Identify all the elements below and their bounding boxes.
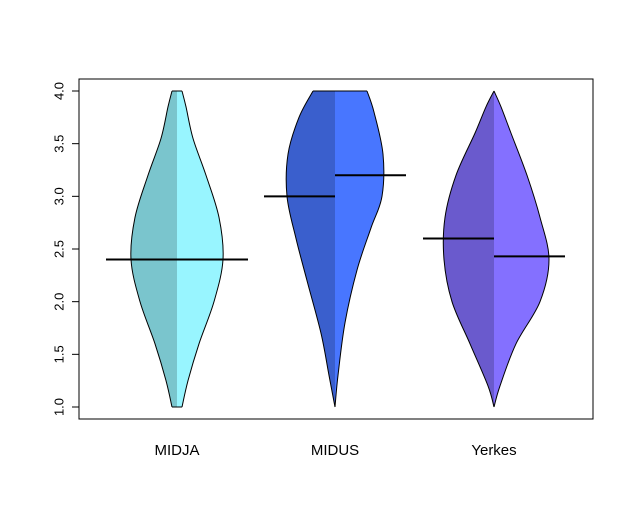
violin-midja-outline bbox=[130, 90, 224, 408]
violin-midja-right-half bbox=[177, 91, 224, 407]
x-category-label-midja: MIDJA bbox=[155, 442, 200, 459]
violin-yerkes-left-half bbox=[443, 91, 494, 407]
violin-midus-outline bbox=[285, 90, 385, 408]
y-tick-label: 2.5 bbox=[51, 240, 66, 258]
y-axis: 1.0 1.5 2.0 2.5 3.0 3.5 4.0 bbox=[51, 82, 80, 416]
violin-yerkes-right-half bbox=[494, 91, 549, 407]
y-tick-label: 3.0 bbox=[51, 187, 66, 205]
y-tick-label: 4.0 bbox=[51, 82, 66, 100]
medians-layer bbox=[106, 174, 565, 261]
y-tick-label: 3.5 bbox=[51, 135, 66, 153]
y-tick-label: 1.5 bbox=[51, 345, 66, 363]
violin-midus-left-half bbox=[286, 91, 335, 407]
y-tick-label: 1.0 bbox=[51, 398, 66, 416]
violin-midus-right-half bbox=[335, 91, 384, 407]
x-category-label-yerkes: Yerkes bbox=[471, 442, 516, 459]
x-category-label-midus: MIDUS bbox=[311, 442, 359, 459]
x-axis: MIDJA MIDUS Yerkes bbox=[155, 442, 517, 459]
violin-midja-left-half bbox=[130, 91, 177, 407]
y-tick-label: 2.0 bbox=[51, 293, 66, 311]
